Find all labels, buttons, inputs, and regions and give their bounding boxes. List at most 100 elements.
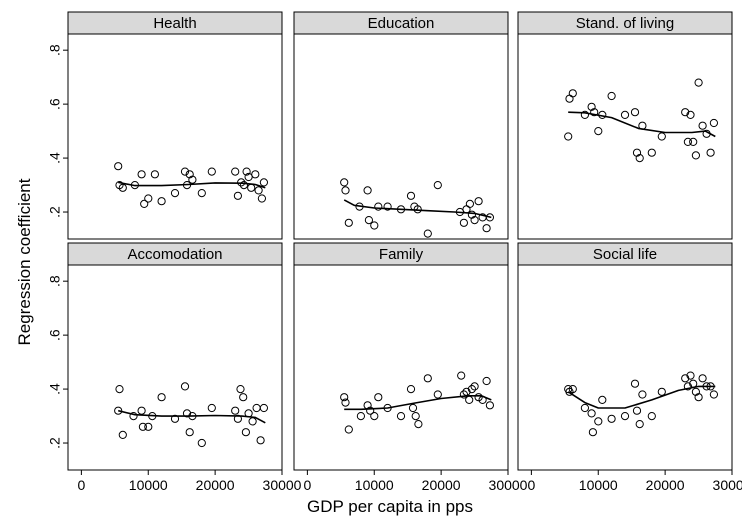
- data-point: [657, 132, 666, 141]
- data-point: [370, 221, 379, 230]
- data-point: [691, 387, 701, 396]
- y-tick-label: .4: [47, 152, 63, 164]
- data-point: [207, 167, 216, 176]
- data-point: [414, 420, 423, 429]
- data-point: [182, 181, 192, 190]
- data-point: [118, 430, 127, 439]
- data-point: [689, 379, 698, 388]
- data-point: [580, 110, 590, 120]
- data-point: [698, 374, 707, 383]
- data-point: [433, 181, 442, 190]
- y-tick-label: .2: [47, 206, 63, 218]
- data-point: [236, 385, 245, 394]
- data-point: [144, 422, 153, 431]
- data-point: [406, 191, 416, 200]
- data-point: [423, 229, 432, 238]
- data-point: [207, 403, 216, 413]
- data-point: [231, 167, 240, 176]
- data-point: [188, 412, 197, 421]
- panel-title: Social life: [593, 246, 657, 263]
- data-point: [130, 181, 139, 190]
- data-point: [241, 428, 250, 437]
- data-point: [254, 186, 263, 195]
- data-point: [364, 216, 373, 225]
- panel-title: Family: [379, 246, 424, 263]
- panel-3: Stand. of living: [517, 11, 733, 240]
- data-point: [423, 374, 432, 383]
- data-point: [138, 422, 147, 431]
- data-point: [470, 382, 479, 391]
- data-point: [568, 385, 577, 394]
- y-tick-label: .6: [47, 98, 63, 110]
- data-point: [239, 181, 248, 190]
- panel-2: Education: [293, 11, 509, 240]
- data-point: [681, 108, 690, 117]
- data-point: [356, 412, 365, 421]
- data-point: [433, 390, 442, 399]
- panel-plot-frame: [293, 33, 509, 240]
- data-point: [482, 224, 491, 233]
- data-point: [638, 390, 647, 399]
- data-point: [630, 379, 640, 388]
- data-point: [594, 127, 603, 136]
- data-point: [118, 183, 127, 192]
- data-point: [459, 218, 468, 227]
- data-point: [467, 210, 476, 219]
- data-point: [632, 148, 642, 157]
- data-point: [242, 167, 251, 176]
- data-point: [180, 167, 190, 176]
- y-tick-label: .8: [47, 275, 63, 287]
- data-point: [150, 170, 159, 179]
- data-point: [248, 417, 257, 426]
- data-point: [182, 409, 192, 418]
- y-tick-label: .4: [47, 383, 63, 395]
- data-point: [686, 110, 695, 120]
- data-point: [683, 137, 693, 146]
- data-point: [462, 387, 471, 396]
- x-tick-label: 20000: [646, 477, 685, 493]
- x-tick-label: 10000: [129, 477, 168, 493]
- data-point: [363, 401, 372, 410]
- x-tick-label: 10000: [579, 477, 618, 493]
- data-point: [702, 129, 711, 138]
- data-point: [340, 178, 349, 187]
- panel-4: Accomodation .2 .4 .6 .8 0 10000 20000 30000: [47, 242, 302, 493]
- x-axis-title: GDP per capita in pps: [307, 497, 473, 516]
- panel-plot-frame: [293, 264, 509, 471]
- data-point: [709, 390, 719, 399]
- data-point: [396, 412, 406, 421]
- data-point: [114, 406, 123, 415]
- x-tick-label: 0: [527, 477, 535, 493]
- data-point: [580, 403, 590, 413]
- data-point: [144, 194, 153, 203]
- data-point: [632, 406, 642, 415]
- x-tick-label: 20000: [196, 477, 235, 493]
- data-point: [702, 382, 711, 391]
- data-point: [197, 438, 206, 448]
- panel-1: Health .2 .4 .6 .8: [47, 11, 283, 240]
- data-point: [485, 213, 494, 222]
- data-point: [587, 102, 596, 111]
- data-point: [657, 387, 666, 396]
- fit-line: [118, 409, 266, 424]
- data-point: [413, 205, 422, 214]
- data-point: [478, 395, 487, 404]
- y-tick-label: .6: [47, 329, 63, 341]
- data-point: [694, 78, 703, 87]
- data-point: [698, 121, 707, 130]
- data-point: [231, 406, 240, 415]
- data-point: [706, 148, 715, 157]
- data-point: [694, 393, 703, 402]
- data-point: [257, 194, 266, 203]
- data-point: [355, 202, 364, 211]
- data-point: [620, 110, 630, 120]
- fit-line: [568, 111, 716, 138]
- y-tick-label: .2: [47, 437, 63, 449]
- x-tick-label: 30000: [489, 477, 528, 493]
- data-point: [115, 385, 124, 394]
- data-point: [140, 199, 149, 208]
- data-point: [341, 186, 350, 195]
- data-point: [683, 382, 693, 391]
- data-point: [396, 205, 406, 214]
